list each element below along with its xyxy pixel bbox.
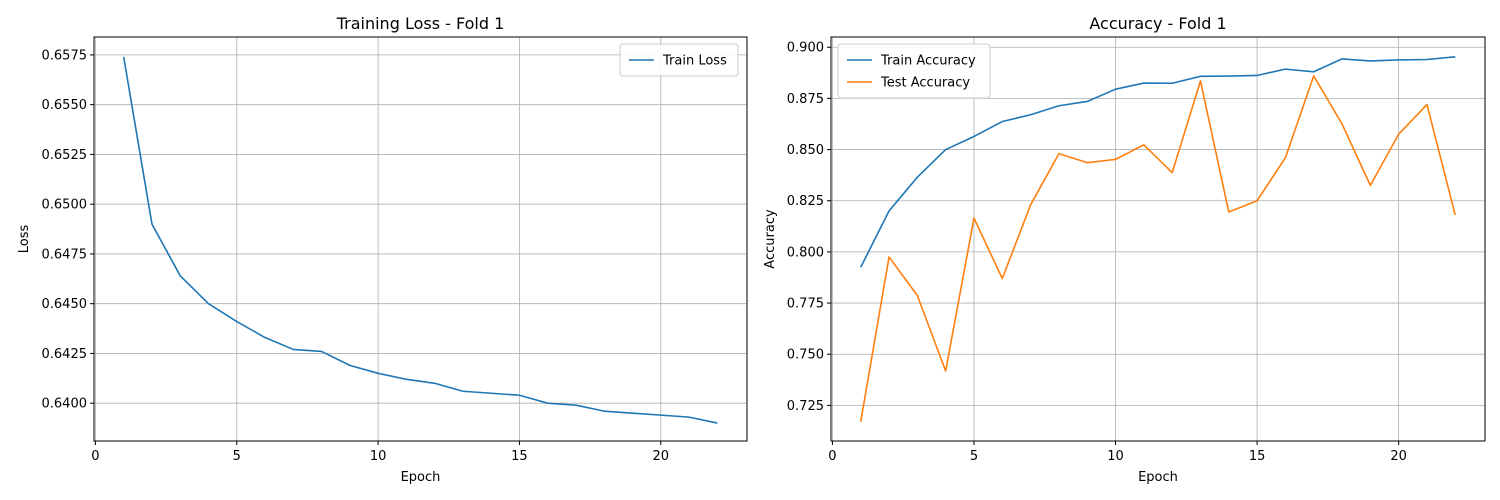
loss-x-tick-label: 15 <box>511 449 528 464</box>
loss-chart-title: Training Loss - Fold 1 <box>336 14 505 33</box>
loss-series-train-loss <box>122 56 718 424</box>
accuracy-y-tick-label: 0.900 <box>787 41 824 56</box>
loss-x-ticks: 0 5 10 15 20 <box>91 441 669 464</box>
loss-legend: Train Loss <box>619 43 739 77</box>
accuracy-y-tick-label: 0.800 <box>787 245 824 260</box>
accuracy-y-tick-label: 0.775 <box>787 297 824 312</box>
accuracy-legend-box <box>837 43 991 99</box>
accuracy-y-tick-label: 0.875 <box>787 92 824 107</box>
accuracy-y-tick-label: 0.825 <box>787 194 824 209</box>
accuracy-x-tick-label: 10 <box>1107 449 1124 464</box>
loss-legend-box <box>619 43 739 77</box>
loss-y-tick-label: 0.6400 <box>42 397 88 412</box>
loss-x-tick-label: 5 <box>233 449 241 464</box>
accuracy-x-axis-label: Epoch <box>1138 470 1178 485</box>
loss-x-axis-label: Epoch <box>401 470 441 485</box>
loss-lines <box>122 56 718 424</box>
accuracy-axes-frame <box>830 36 1486 442</box>
accuracy-lines <box>859 56 1457 422</box>
loss-y-tick-label: 0.6425 <box>42 347 88 362</box>
accuracy-x-tick-label: 5 <box>970 449 978 464</box>
accuracy-x-tick-label: 0 <box>828 449 836 464</box>
accuracy-legend-label-train-accuracy: Train Accuracy <box>880 54 976 69</box>
loss-y-tick-label: 0.6525 <box>42 148 88 163</box>
loss-y-axis-label: Loss <box>17 225 32 254</box>
loss-x-tick-label: 20 <box>653 449 670 464</box>
accuracy-x-ticks: 0 5 10 15 20 <box>828 441 1407 464</box>
loss-axes-frame <box>93 36 748 442</box>
loss-grid <box>94 37 747 441</box>
accuracy-y-ticks: 0.725 0.750 0.775 0.800 0.825 0.850 0.875 0.900 <box>787 41 831 414</box>
loss-chart: 0 5 10 15 20 0.64000.64250.64500.64750.65000… <box>17 14 748 485</box>
accuracy-legend: Train Accuracy Test Accuracy <box>837 43 991 99</box>
accuracy-y-tick-label: 0.850 <box>787 143 824 158</box>
accuracy-y-axis-label: Accuracy <box>763 209 778 269</box>
accuracy-series-test-accuracy <box>859 75 1457 422</box>
accuracy-x-tick-label: 20 <box>1390 449 1407 464</box>
accuracy-x-tick-label: 15 <box>1249 449 1266 464</box>
loss-y-tick-label: 0.6475 <box>42 247 88 262</box>
accuracy-series-train-accuracy <box>860 56 1456 268</box>
accuracy-y-tick-label: 0.725 <box>787 399 824 414</box>
loss-y-tick-label: 0.6550 <box>42 98 88 113</box>
loss-x-tick-label: 0 <box>91 449 99 464</box>
loss-y-tick-label: 0.6450 <box>42 297 88 312</box>
accuracy-chart-title: Accuracy - Fold 1 <box>1089 14 1226 33</box>
loss-x-tick-label: 10 <box>370 449 387 464</box>
loss-y-tick-label: 0.6500 <box>42 198 88 213</box>
loss-y-tick-label: 0.6575 <box>42 48 88 63</box>
accuracy-legend-label-test-accuracy: Test Accuracy <box>880 76 970 91</box>
loss-y-ticks: 0.6400 0.6425 0.6450 0.6475 0.6500 0.6525 0.65… <box>42 48 94 412</box>
loss-legend-label-train-loss: Train Loss <box>662 54 727 69</box>
accuracy-chart: 0 5 10 15 20 0.7250.7500.7750.8000.8250.8500… <box>763 14 1486 485</box>
accuracy-y-tick-label: 0.750 <box>787 348 824 363</box>
